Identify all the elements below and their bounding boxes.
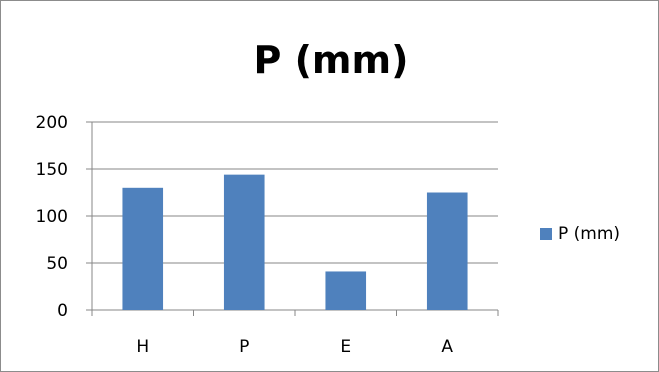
chart-title: P (mm) bbox=[253, 38, 408, 82]
y-tick-label: 150 bbox=[36, 160, 68, 180]
legend-swatch bbox=[540, 228, 552, 240]
y-tick-label: 200 bbox=[36, 113, 68, 133]
tick-labels: 0 50 100 150 200 H P E A bbox=[36, 113, 454, 357]
legend: P (mm) bbox=[540, 224, 620, 244]
bar-A bbox=[426, 192, 468, 310]
bars bbox=[122, 174, 468, 310]
legend-label: P (mm) bbox=[558, 224, 620, 244]
bar-E bbox=[325, 271, 367, 310]
x-tick-label: H bbox=[136, 337, 149, 357]
y-tick-label: 100 bbox=[36, 207, 68, 227]
x-tick-label: E bbox=[340, 337, 351, 357]
x-tick-label: P bbox=[239, 337, 249, 357]
bar-H bbox=[122, 187, 164, 310]
y-tick-label: 0 bbox=[57, 301, 68, 321]
x-tick-label: A bbox=[441, 337, 453, 357]
y-tick-label: 50 bbox=[46, 254, 68, 274]
bar-P bbox=[223, 174, 265, 310]
